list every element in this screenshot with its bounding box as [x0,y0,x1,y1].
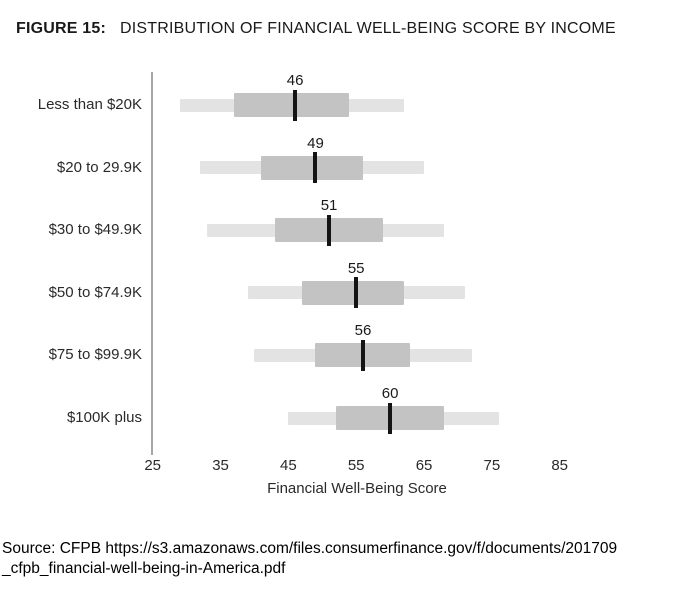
x-tick-label: 75 [483,457,501,474]
median-value-label: 49 [307,134,324,152]
category-label: $100K plus [66,409,142,426]
interquartile-box [301,280,404,305]
interquartile-box [234,93,350,117]
median-tick [354,277,359,309]
figure-number: FIGURE 15: [16,20,107,37]
median-value-label: 51 [320,197,338,215]
x-axis-label: Financial Well-Being Score [267,480,447,497]
category-label: $20 to 29.9K [56,158,142,176]
x-tick-label: 65 [415,457,433,474]
median-tick [388,402,393,434]
y-axis-line [151,72,153,455]
x-tick-label: 45 [280,457,297,474]
interquartile-box [261,155,363,180]
source-line-2: _cfpb_financial-well-being-in-America.pd… [2,560,286,577]
source-citation: Source: CFPB https://s3.amazonaws.com/fi… [2,539,617,579]
x-tick-label: 55 [347,457,365,474]
median-tick [313,152,318,184]
category-label: $30 to $49.9K [48,221,142,239]
median-tick [293,89,298,121]
figure-title-text: DISTRIBUTION OF FINANCIAL WELL-BEING SCO… [120,20,616,37]
category-label: $50 to $74.9K [48,283,142,301]
category-label: Less than $20K [37,96,142,113]
x-tick-label: 35 [212,457,229,474]
median-value-label: 46 [286,72,304,89]
median-tick [360,339,365,371]
x-tick-label: 85 [551,457,569,474]
source-line-1: Source: CFPB https://s3.amazonaws.com/fi… [2,540,618,557]
median-value-label: 60 [381,385,399,402]
median-value-label: 55 [347,259,365,277]
x-tick-label: 25 [144,457,162,474]
boxplot-chart: Financial Well-Being Score Less than $20… [37,72,569,497]
category-label: $75 to $99.9K [48,346,142,364]
median-tick [327,214,332,246]
median-value-label: 56 [354,322,372,340]
figure-title: FIGURE 15: DISTRIBUTION OF FINANCIAL WELL… [16,20,616,38]
